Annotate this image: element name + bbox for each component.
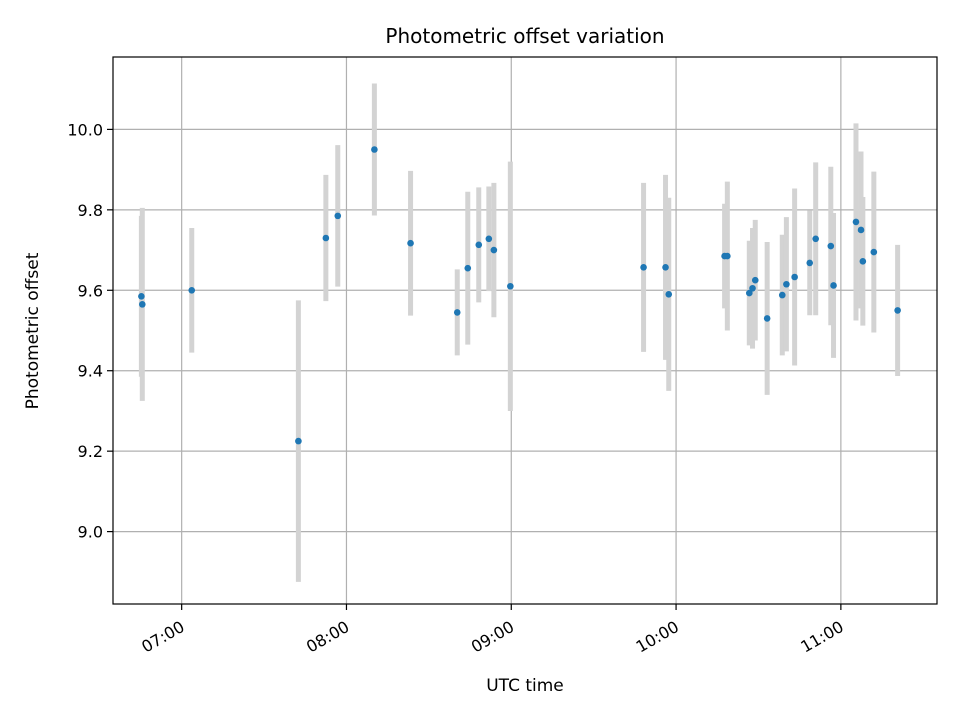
data-point [485,235,493,243]
data-point [322,234,330,242]
data-point [746,289,753,297]
y-tick-label: 9.8 [78,201,103,220]
data-point [453,309,461,316]
x-axis-label: UTC time [486,676,564,696]
data-point [295,437,302,445]
data-point [407,239,414,247]
data-point [371,146,378,153]
data-point [475,241,483,249]
data-point [749,284,756,292]
data-point [662,264,669,271]
y-tick-label: 9.4 [78,362,103,381]
data-point [464,264,472,272]
y-tick-label: 9.0 [78,523,103,542]
data-point [830,282,837,289]
data-point [857,226,865,234]
data-point [751,276,759,284]
data-point [724,252,731,260]
chart-title: Photometric offset variation [385,24,664,48]
data-point [783,280,790,288]
data-point [852,218,860,226]
data-point [640,264,647,271]
data-point [812,235,819,243]
plot-frame [112,56,938,605]
data-point [894,307,901,314]
y-tick-label: 10.0 [67,120,103,139]
data-point [490,246,498,254]
data-point [507,282,514,290]
data-point [334,212,342,220]
data-point [138,293,145,300]
data-point [870,248,878,256]
data-point [859,258,867,265]
data-point [806,259,814,267]
data-point [778,291,786,299]
data-point [138,301,146,308]
data-point [665,291,673,298]
y-axis: 9.0 9.2 9.4 9.6 9.8 10.0 [67,120,113,542]
data-point [827,242,835,250]
y-tick-label: 9.6 [78,281,103,300]
data-point [763,315,771,322]
data-points [138,146,901,445]
data-point [791,273,798,281]
y-axis-label: Photometric offset [23,252,43,409]
y-tick-label: 9.2 [78,442,103,461]
data-point [188,286,196,294]
